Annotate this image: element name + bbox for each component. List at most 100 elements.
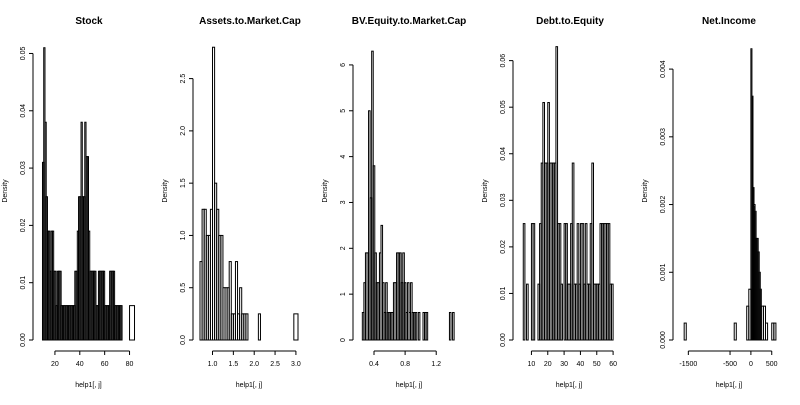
histogram-bar [257,313,261,341]
y-tick-label: 2.0 [180,126,187,136]
x-tick-label: 2.0 [249,361,259,368]
histogram-bar [406,282,410,341]
x-tick-label: 0.4 [369,361,379,368]
histogram-bar [410,282,413,341]
histogram-bar [565,223,568,341]
y-tick-label: 0.0 [180,335,187,345]
y-tick-label: 2.5 [180,74,187,84]
y-tick-label: 1.5 [180,178,187,188]
x-tick-label: 60 [609,361,617,368]
histogram-bar [245,313,249,341]
y-tick-label: 2 [340,246,347,250]
x-tick-label: 80 [126,361,134,368]
y-tick-label: 5 [340,109,347,113]
panel-3: BV.Equity.to.Market.Cap 0 1 2 3 4 5 6 0.4 0.8 1.2 h… [322,16,466,389]
y-axis-label: Density [162,179,169,203]
x-tick-label: 3.0 [291,361,301,368]
y-tick-label: 1.0 [180,230,187,240]
histogram-bar [385,282,388,341]
x-tick-label: 0.8 [400,361,410,368]
panel-title: BV.Equity.to.Market.Cap [352,16,466,27]
y-tick-label: 0 [340,338,347,342]
histogram-bar [607,223,611,341]
histogram-bar [417,311,421,341]
y-tick-label: 0.04 [500,147,507,161]
histogram-bar [382,282,385,341]
x-tick-label: 20 [544,361,552,368]
y-tick-label: 0.01 [20,276,27,290]
x-tick-label: 30 [560,361,568,368]
x-tick-label: -500 [723,361,737,368]
x-tick-label: 10 [528,361,536,368]
histogram-bar [764,322,769,341]
histogram-bar [414,311,418,341]
histogram-bar [403,282,407,341]
x-tick-label: 1.0 [208,361,218,368]
x-axis-label: help1[, j] [556,382,583,389]
histogram-bar [584,223,588,341]
x-tick-label: 1.2 [431,361,441,368]
panel-4: Debt.to.Equity 0.00 0.01 0.02 0.03 0.04 0.05 0.… [482,16,617,389]
x-tick-label: 1.5 [228,361,238,368]
x-tick-label: 40 [577,361,585,368]
y-tick-label: 0.02 [20,218,27,232]
y-tick-label: 0.003 [660,128,667,146]
x-tick-label: 500 [766,361,778,368]
histogram-bar [773,322,777,341]
panel-5: Net.Income 0.000 0.001 0.002 0.003 0.004 -1500… [642,16,778,389]
panel-title: Debt.to.Equity [536,16,604,27]
histogram-bar [228,261,232,341]
x-tick-label: 0 [749,361,753,368]
y-tick-label: 6 [340,63,347,67]
x-tick-label: 2.5 [270,361,280,368]
histogram-bar [234,261,239,341]
histogram-bar [425,311,429,341]
y-tick-label: 0.03 [500,193,507,207]
histogram-bar [448,311,452,341]
histogram-bar [532,223,536,341]
x-tick-label: 60 [101,361,109,368]
y-tick-label: 0.002 [660,196,667,214]
y-tick-label: 0.5 [180,283,187,293]
x-axis-label: help1[, j] [396,382,423,389]
panel-title: Assets.to.Market.Cap [199,16,301,27]
y-axis-label: Density [482,179,489,203]
panel-2: Assets.to.Market.Cap 0.0 0.5 1.0 1.5 2.0 2.5 1.… [162,16,301,389]
x-tick-label: 40 [76,361,84,368]
y-axis-label: Density [642,179,649,203]
y-tick-label: 0.03 [20,161,27,175]
y-tick-label: 1 [340,292,347,296]
histogram-bar [452,311,455,341]
y-tick-label: 0.000 [660,331,667,349]
y-tick-label: 0.04 [20,104,27,118]
histogram-bar [522,223,526,341]
x-axis-label: help1[, j] [75,382,102,389]
histogram-bar [610,283,614,341]
y-tick-label: 0.02 [500,240,507,254]
panel-1: Stock 0.00 0.01 0.02 0.03 0.04 0.05 20 40 60 80 hel… [2,16,136,389]
y-tick-label: 0.00 [500,333,507,347]
panel-title: Stock [75,16,103,27]
histogram-bar [733,322,737,341]
y-tick-label: 0.01 [500,287,507,301]
histogram-bar [120,305,123,341]
histogram-bar [555,46,559,341]
histogram-bar [571,162,575,341]
histogram-bar [293,313,299,341]
histogram-bar [576,223,580,341]
histogram-bar [591,162,594,341]
y-tick-label: 0.05 [20,47,27,61]
y-tick-label: 4 [340,155,347,159]
histogram-bar [526,283,529,341]
panel-title: Net.Income [702,16,756,27]
y-tick-label: 0.004 [660,60,667,78]
x-axis-label: help1[, j] [236,382,263,389]
y-tick-label: 0.00 [20,333,27,347]
histogram-bar [683,322,687,341]
histogram-bar [129,305,136,341]
y-tick-label: 3 [340,200,347,204]
y-tick-label: 0.06 [500,54,507,68]
x-tick-label: 20 [51,361,59,368]
